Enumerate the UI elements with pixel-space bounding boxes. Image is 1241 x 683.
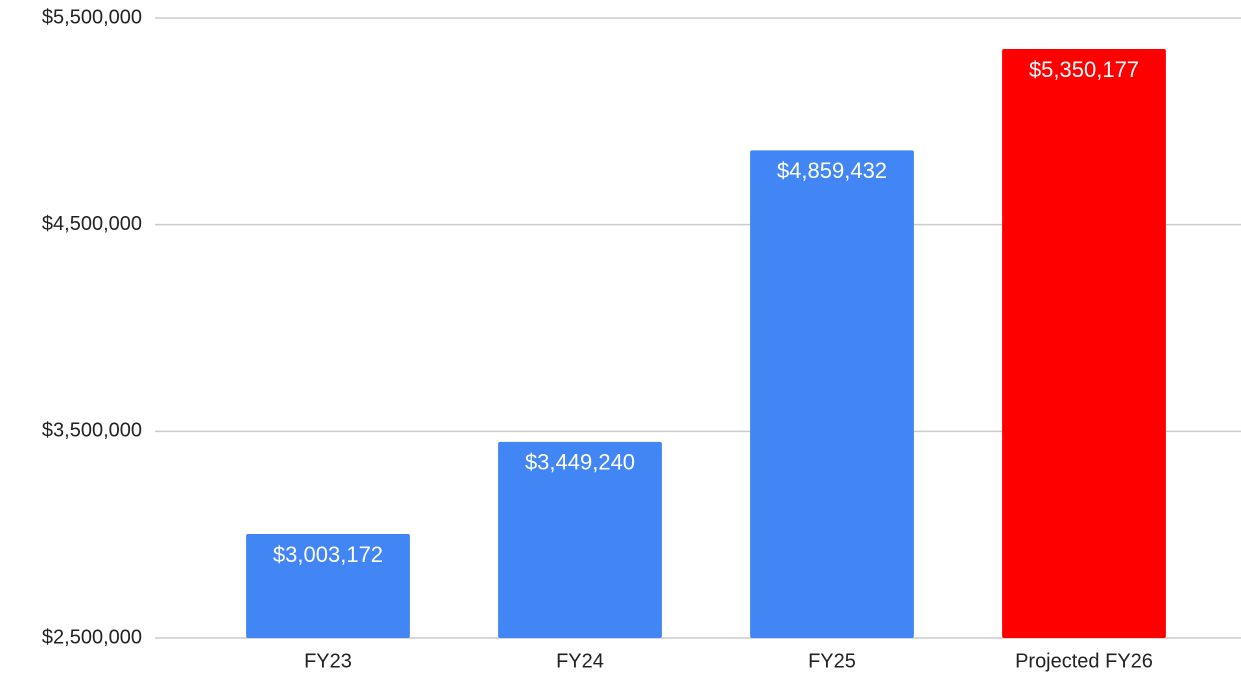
data-label: $5,350,177 <box>1029 57 1139 82</box>
x-tick-label: Projected FY26 <box>1015 650 1153 672</box>
x-tick-label: FY24 <box>556 650 604 672</box>
data-label: $4,859,432 <box>777 158 887 183</box>
bar <box>246 534 410 638</box>
y-tick-label: $3,500,000 <box>42 420 142 442</box>
bar <box>750 150 914 639</box>
data-label: $3,003,172 <box>273 542 383 567</box>
y-tick-label: $5,500,000 <box>42 6 142 28</box>
data-label: $3,449,240 <box>525 450 635 475</box>
x-tick-label: FY23 <box>304 650 352 672</box>
y-tick-label: $4,500,000 <box>42 213 142 235</box>
x-tick-label: FY25 <box>808 650 856 672</box>
bar <box>498 441 662 638</box>
bar <box>1002 48 1166 638</box>
y-tick-label: $2,500,000 <box>42 626 142 648</box>
